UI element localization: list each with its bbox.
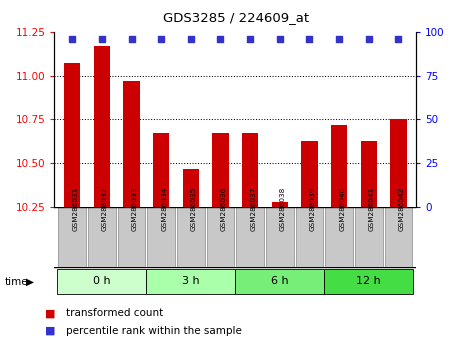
Bar (64, 63, 80, 207)
Text: time: time (5, 277, 28, 287)
Bar (385, 207, 412, 267)
Point (246, 36, 254, 42)
Bar (123, 81, 140, 207)
Text: 12 h: 12 h (357, 276, 381, 286)
Text: GSM286036: GSM286036 (220, 187, 227, 231)
Text: GSM286040: GSM286040 (339, 187, 345, 231)
Text: GSM286033: GSM286033 (131, 187, 138, 231)
Text: GSM286034: GSM286034 (161, 187, 167, 231)
Text: GSM286039: GSM286039 (309, 187, 315, 231)
Bar (153, 133, 169, 207)
Bar (296, 207, 324, 267)
Text: GDS3285 / 224609_at: GDS3285 / 224609_at (164, 11, 309, 24)
Bar (146, 269, 236, 294)
Bar (355, 207, 383, 267)
Point (276, 36, 284, 42)
Bar (118, 207, 145, 267)
Text: ■: ■ (45, 326, 55, 336)
Bar (266, 207, 294, 267)
Bar (212, 133, 228, 207)
Point (69, 36, 76, 42)
Bar (207, 207, 234, 267)
Bar (177, 207, 205, 267)
Text: GSM286031: GSM286031 (72, 187, 78, 231)
Point (306, 36, 313, 42)
Text: GSM286037: GSM286037 (250, 187, 256, 231)
Bar (94, 46, 110, 207)
Point (365, 36, 373, 42)
Bar (331, 125, 347, 207)
Bar (242, 133, 258, 207)
Text: GSM286035: GSM286035 (191, 187, 197, 231)
Bar (88, 207, 116, 267)
Point (98, 36, 105, 42)
Bar (58, 207, 86, 267)
Text: ▶: ▶ (26, 277, 34, 287)
Text: transformed count: transformed count (66, 308, 164, 318)
Point (128, 36, 135, 42)
Point (394, 36, 402, 42)
Bar (272, 202, 288, 207)
Bar (57, 269, 146, 294)
Text: 3 h: 3 h (182, 276, 200, 286)
Text: 6 h: 6 h (271, 276, 289, 286)
Bar (147, 207, 175, 267)
Bar (324, 269, 413, 294)
Point (158, 36, 165, 42)
Point (217, 36, 224, 42)
Text: GSM286038: GSM286038 (280, 187, 286, 231)
Text: 0 h: 0 h (93, 276, 111, 286)
Point (187, 36, 194, 42)
Text: GSM286041: GSM286041 (369, 187, 375, 231)
Bar (236, 269, 324, 294)
Bar (236, 207, 264, 267)
Text: GSM286032: GSM286032 (102, 187, 108, 231)
Bar (360, 141, 377, 207)
Bar (325, 207, 353, 267)
Text: percentile rank within the sample: percentile rank within the sample (66, 326, 242, 336)
Bar (390, 119, 407, 207)
Text: ■: ■ (45, 308, 55, 318)
Point (335, 36, 343, 42)
Bar (301, 141, 318, 207)
Bar (183, 169, 199, 207)
Text: GSM286042: GSM286042 (398, 187, 404, 231)
